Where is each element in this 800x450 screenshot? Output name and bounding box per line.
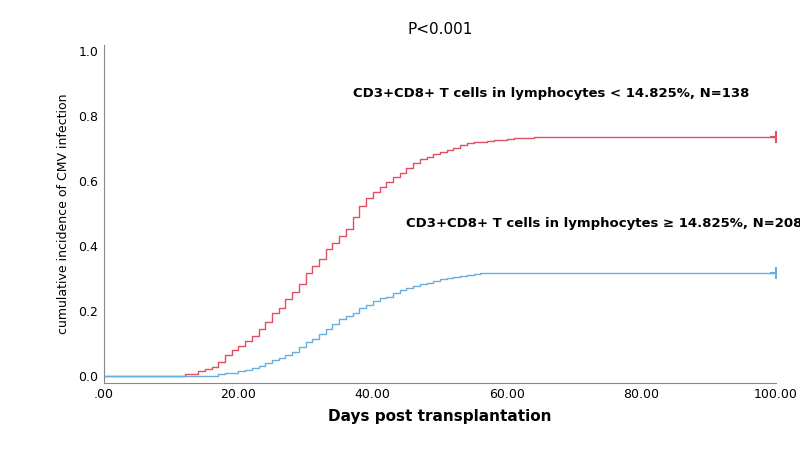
X-axis label: Days post transplantation: Days post transplantation (328, 410, 552, 424)
Text: CD3+CD8+ T cells in lymphocytes < 14.825%, N=138: CD3+CD8+ T cells in lymphocytes < 14.825… (353, 87, 749, 100)
Title: P<0.001: P<0.001 (407, 22, 473, 37)
Text: CD3+CD8+ T cells in lymphocytes ≥ 14.825%, N=208: CD3+CD8+ T cells in lymphocytes ≥ 14.825… (406, 217, 800, 230)
Y-axis label: cumulative incidence of CMV infection: cumulative incidence of CMV infection (57, 94, 70, 334)
